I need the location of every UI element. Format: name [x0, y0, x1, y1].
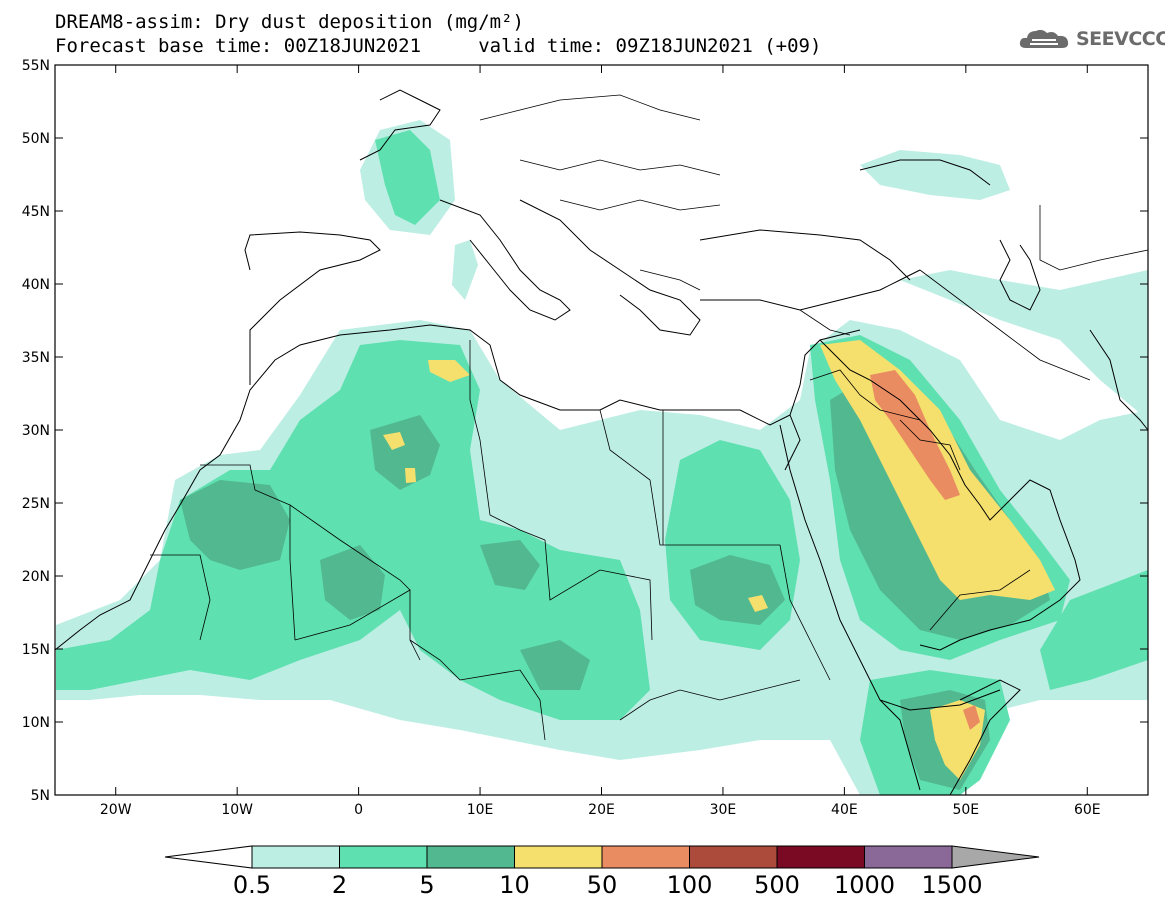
colorbar-box [514, 845, 603, 869]
colorbar-box [601, 845, 690, 869]
colorbar-box [776, 845, 865, 869]
y-tick-label: 40N [22, 277, 50, 293]
colorbar-over-triangle [951, 845, 1040, 869]
x-tick-label: 40E [831, 802, 858, 818]
x-tick-label: 20W [100, 802, 132, 818]
y-tick-label: 50N [22, 131, 50, 147]
colorbar-level-label: 1500 [921, 871, 982, 899]
seevccc-logo: SEEVCCC [1018, 26, 1165, 52]
y-tick-label: 55N [22, 58, 50, 74]
y-axis-ticks: 55N 50N 45N 40N 35N 30N 25N 20N 15N 10N 5N [22, 58, 1148, 804]
x-axis-ticks: 20W 10W 0 10E 20E 30E 40E 50E 60E [100, 65, 1101, 818]
x-tick-label: 10E [467, 802, 494, 818]
x-tick-label: 20E [588, 802, 615, 818]
colorbar-boxes [164, 845, 1040, 869]
map-title: DREAM8-assim: Dry dust deposition (mg/m²… [55, 11, 524, 33]
x-tick-label: 60E [1074, 802, 1101, 818]
colorbar-level-label: 5 [419, 871, 434, 899]
y-tick-label: 25N [22, 496, 50, 512]
country-borders [150, 94, 1148, 741]
x-tick-label: 50E [952, 802, 979, 818]
colorbar-level-label: 10 [499, 871, 530, 899]
colorbar-level-label: 500 [754, 871, 800, 899]
colorbar-box [251, 845, 340, 869]
x-tick-label: 30E [710, 802, 737, 818]
y-tick-label: 45N [22, 204, 50, 220]
y-tick-label: 30N [22, 423, 50, 439]
colorbar-box [339, 845, 428, 869]
x-tick-label: 10W [221, 802, 253, 818]
colorbar-level-label: 2 [332, 871, 347, 899]
y-tick-label: 15N [22, 642, 50, 658]
colorbar-box [864, 845, 953, 869]
colorbar-box [689, 845, 778, 869]
y-tick-label: 35N [22, 350, 50, 366]
logo-text: SEEVCCC [1076, 28, 1165, 50]
cloud-icon [1019, 29, 1069, 48]
forecast-time-info: Forecast base time: 00Z18JUN2021 valid t… [55, 35, 822, 57]
colorbar-level-label: 100 [667, 871, 713, 899]
y-tick-label: 10N [22, 715, 50, 731]
y-tick-label: 5N [31, 788, 50, 804]
x-tick-label: 0 [354, 802, 363, 818]
colorbar-level-label: 1000 [834, 871, 895, 899]
coastlines [55, 89, 1148, 795]
colorbar-under-triangle [164, 845, 253, 869]
y-tick-label: 20N [22, 569, 50, 585]
colorbar-labels: 0.5 2 5 10 50 100 500 1000 1500 [233, 871, 983, 899]
colorbar-box [426, 845, 515, 869]
map-plot-area [55, 65, 1148, 795]
colorbar-level-label: 0.5 [233, 871, 271, 899]
colorbar-level-label: 50 [587, 871, 618, 899]
